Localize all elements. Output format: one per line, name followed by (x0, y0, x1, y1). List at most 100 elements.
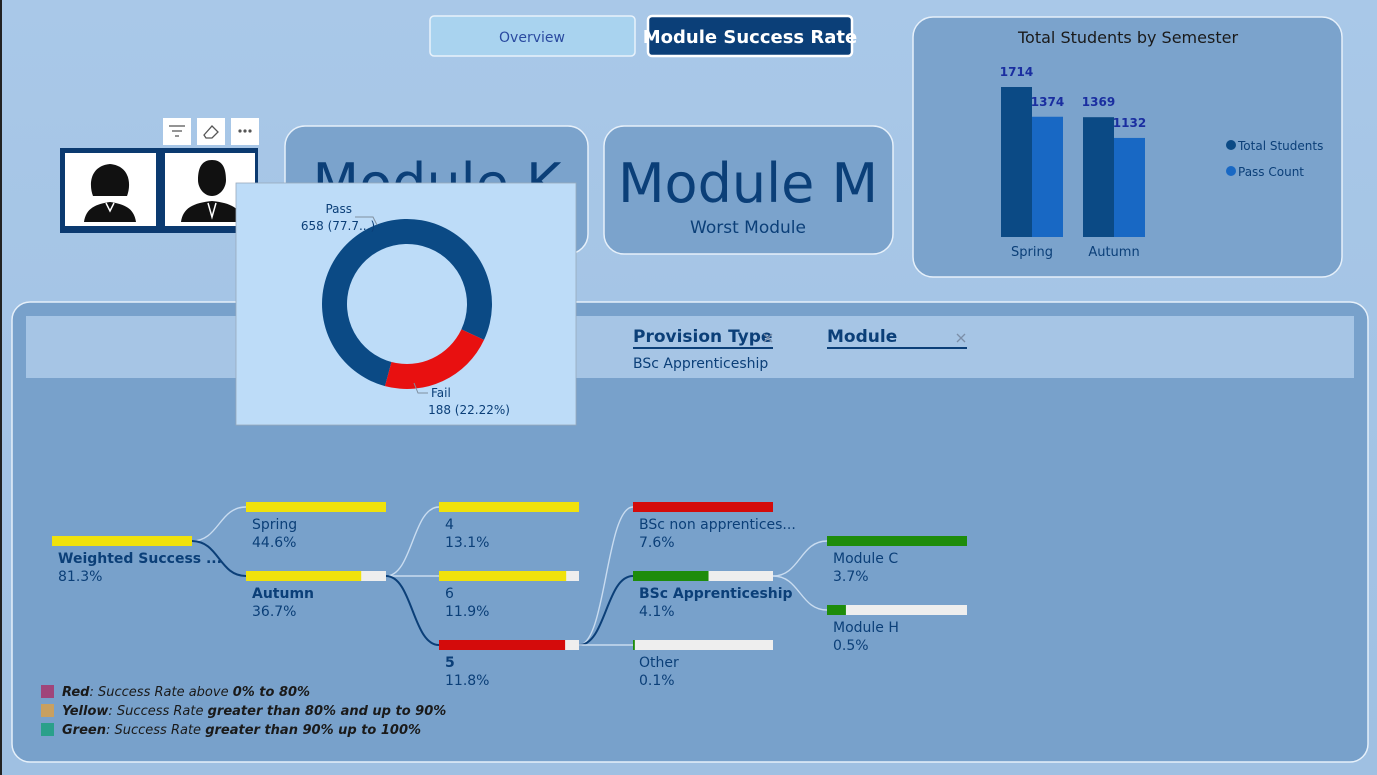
legend-range: 0% to 80% (233, 685, 310, 700)
tree-bar (633, 502, 773, 512)
leader-line (413, 382, 428, 394)
data-label: 1132 (1113, 116, 1146, 130)
card-title: Module M (618, 152, 878, 215)
node-value: 7.6% (639, 535, 675, 551)
node-label: Other (639, 655, 679, 671)
tree-bar (246, 502, 386, 512)
decomposition-tree: Weighted Success ... 81.3% Spring 44.6% Autu… (52, 502, 967, 689)
legend-label: Pass Count (1238, 165, 1304, 179)
edge (0, 0, 2, 775)
legend-swatch (41, 685, 54, 698)
tree-bar (246, 571, 362, 581)
node-label: Spring (252, 517, 297, 533)
gender-slicer (60, 148, 258, 233)
node-value: 0.5% (833, 638, 869, 654)
tree-link (191, 540, 247, 577)
filter-label: Provision Type (633, 327, 772, 347)
donut-slice (322, 218, 493, 387)
tab-overview[interactable] (429, 15, 636, 57)
tree-bar (52, 536, 192, 546)
tree-bar (439, 640, 566, 650)
bar-track (633, 640, 773, 650)
tree-link (772, 575, 828, 611)
legend-marker (1226, 140, 1236, 150)
tree-link (772, 540, 828, 577)
bar-track (827, 605, 967, 615)
tree-link (191, 506, 247, 542)
tree-link (385, 575, 440, 646)
node-label: BSc non apprentices... (639, 517, 796, 533)
tree-link (578, 506, 634, 646)
tree-bar (827, 536, 967, 546)
slice-label: Fail (431, 386, 451, 400)
color-legend: Red: Success Rate above 0% to 80% Yellow… (41, 685, 446, 738)
tab-label: Overview (499, 30, 565, 46)
legend-name: Yellow (62, 704, 109, 719)
data-label: 1374 (1031, 95, 1064, 109)
donut-slice (385, 329, 485, 389)
bar (1114, 137, 1145, 237)
node-label: Module H (833, 620, 899, 636)
tree-bar (633, 640, 635, 650)
legend-text: Red: Success Rate above 0% to 80% (62, 685, 310, 700)
legend-name: Green (62, 723, 106, 738)
node-label: 4 (445, 517, 454, 533)
legend-desc: : Success Rate (106, 723, 205, 738)
filter-label: Module (827, 327, 897, 347)
eraser-icon[interactable] (197, 118, 225, 145)
bar-chart: Total Students by Semester Spring 1714 137… (912, 16, 1343, 278)
node-label: Module C (833, 551, 898, 567)
tree-link (578, 575, 634, 646)
legend-text: Yellow: Success Rate greater than 80% an… (62, 704, 446, 719)
legend-range: greater than 90% up to 100% (205, 723, 421, 738)
tree-bar (827, 605, 846, 615)
legend-label: Total Students (1237, 139, 1323, 153)
node-value: 11.9% (445, 604, 489, 620)
tab-label: Module Success Rate (643, 27, 857, 48)
node-value: 0.1% (639, 673, 675, 689)
legend-desc: : Success Rate (108, 704, 207, 719)
legend-text: Green: Success Rate greater than 90% up … (62, 723, 421, 738)
slice-value: 188 (22.22%) (428, 403, 510, 417)
filter-clear[interactable] (956, 333, 966, 343)
legend-swatch (41, 723, 54, 736)
tree-bar (633, 571, 709, 581)
node-value: 36.7% (252, 604, 296, 620)
tab-module-success[interactable] (646, 14, 854, 58)
node-value: 44.6% (252, 535, 296, 551)
bar (1032, 116, 1063, 237)
visual-toolbar (163, 118, 259, 145)
slice-label: Pass (325, 202, 352, 216)
bar (1083, 117, 1114, 237)
data-label: 1369 (1082, 95, 1115, 109)
slice-value: 658 (77.7...) (301, 219, 375, 233)
node-value: 13.1% (445, 535, 489, 551)
donut-tooltip: Pass 658 (77.7...) Fail 188 (22.22%) (235, 182, 577, 426)
legend-desc: : Success Rate above (90, 685, 233, 700)
data-label: 1714 (1000, 65, 1033, 79)
leader-line (355, 216, 378, 226)
card (603, 125, 894, 255)
x-tick-label: Autumn (1088, 245, 1139, 260)
legend-swatch (41, 704, 54, 717)
node-label: 6 (445, 586, 454, 602)
bar (1001, 87, 1032, 237)
node-label: BSc Apprenticeship (639, 586, 793, 602)
legend-marker (1226, 166, 1236, 176)
filter-value: BSc Apprenticeship (633, 356, 768, 372)
card-subtitle: Worst Module (690, 218, 806, 238)
filter-clear[interactable] (763, 333, 773, 343)
chart-title: Total Students by Semester (1017, 28, 1238, 47)
legend-range: greater than 80% and up to 90% (208, 704, 447, 719)
legend-name: Red (62, 685, 90, 700)
node-label: Weighted Success ... (58, 551, 222, 567)
node-label: 5 (445, 655, 455, 671)
node-value: 11.8% (445, 673, 489, 689)
node-value: 4.1% (639, 604, 675, 620)
x-tick-label: Spring (1011, 245, 1053, 260)
tree-bar (439, 571, 567, 581)
node-value: 81.3% (58, 569, 102, 585)
tree-bar (439, 502, 579, 512)
